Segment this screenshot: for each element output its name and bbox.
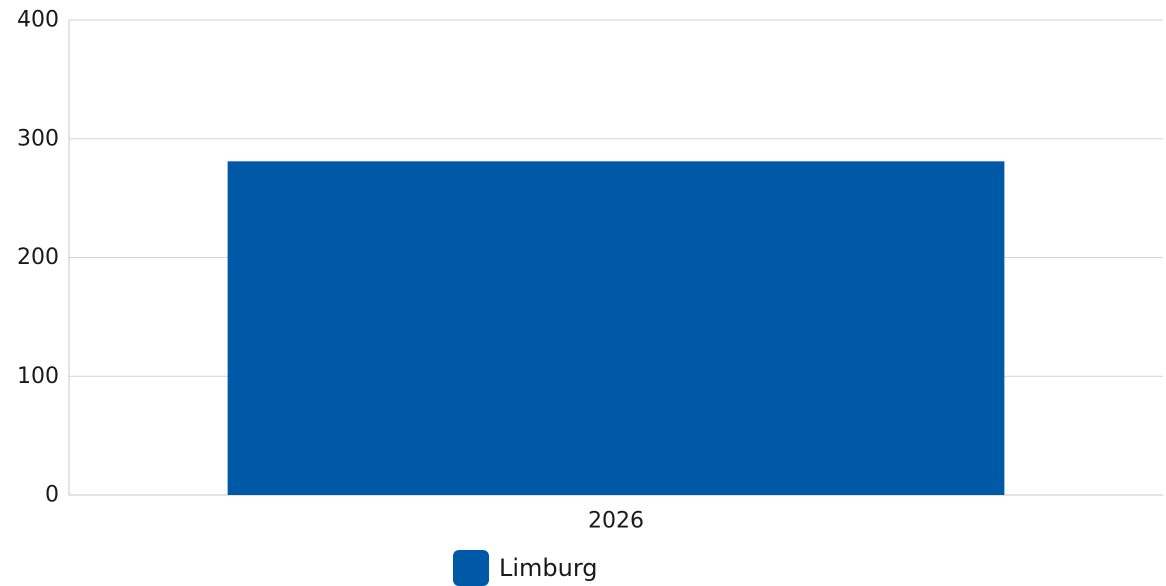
y-tick-label-0: 0 bbox=[45, 483, 59, 508]
y-tick-label-400: 400 bbox=[17, 8, 59, 33]
bar-2026-0 bbox=[227, 161, 1005, 495]
y-tick-label-300: 300 bbox=[17, 126, 59, 151]
y-tick-labels: 0 100 200 300 400 bbox=[17, 8, 59, 508]
y-tick-label-200: 200 bbox=[17, 245, 59, 270]
y-tick-label-100: 100 bbox=[17, 364, 59, 389]
x-tick-labels: 2026 bbox=[588, 509, 644, 534]
bars bbox=[227, 161, 1005, 495]
legend-swatch-limburg bbox=[453, 550, 489, 586]
x-tick-label-2026: 2026 bbox=[588, 509, 644, 534]
legend: Limburg bbox=[453, 550, 598, 586]
legend-label-limburg: Limburg bbox=[499, 554, 598, 582]
